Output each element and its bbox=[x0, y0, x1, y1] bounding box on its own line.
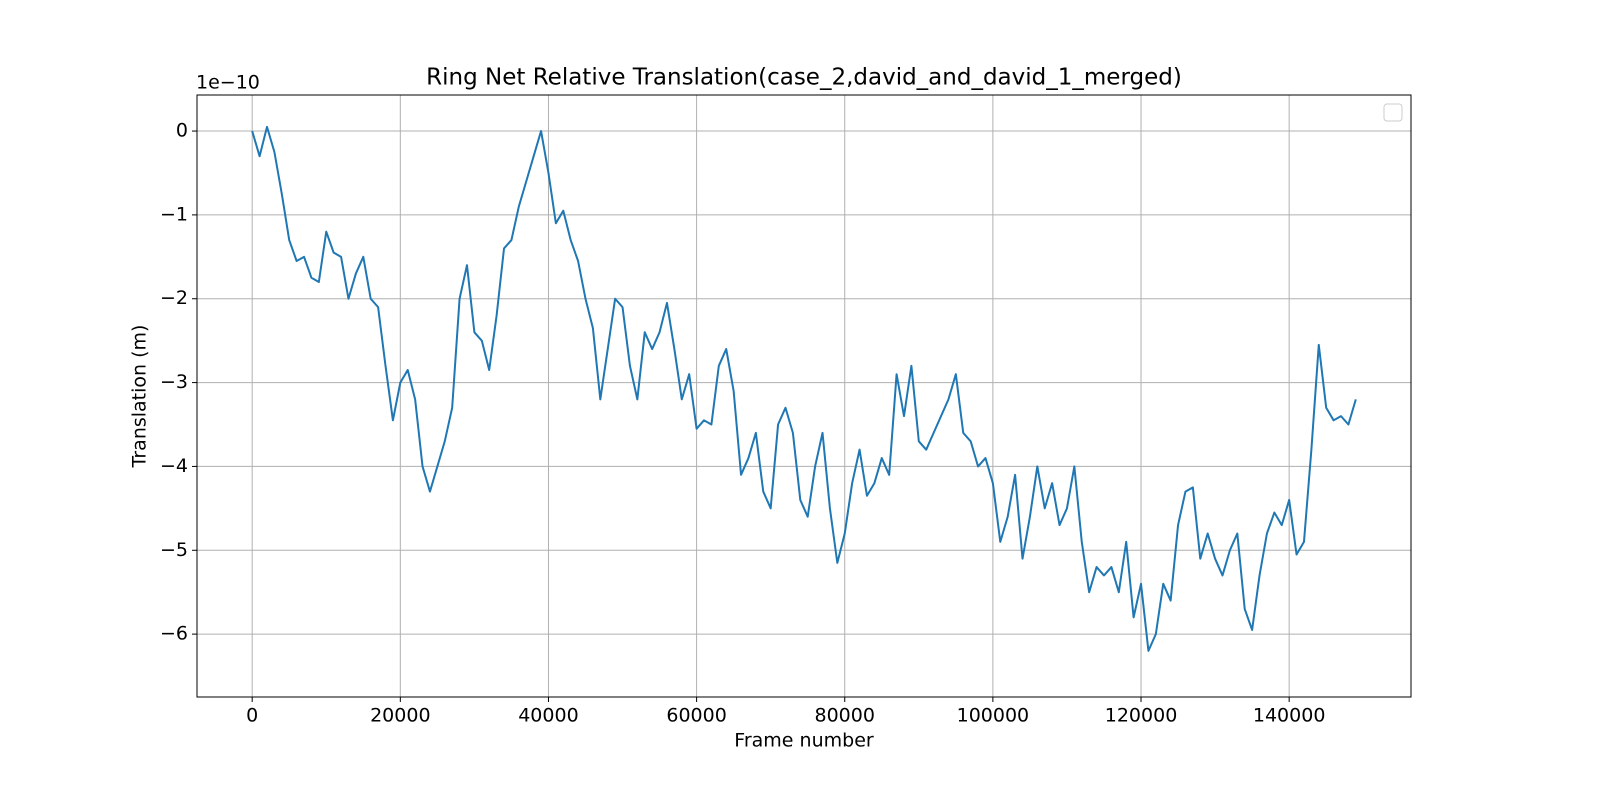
y-tick-label: −4 bbox=[160, 455, 188, 477]
data-line bbox=[251, 125, 1357, 652]
x-tick-label: 40000 bbox=[518, 705, 578, 727]
chart-title: Ring Net Relative Translation(case_2,dav… bbox=[426, 65, 1182, 91]
y-tick-label: −2 bbox=[160, 287, 188, 309]
x-tick-label: 20000 bbox=[370, 705, 430, 727]
y-tick-label: −3 bbox=[160, 371, 188, 393]
y-tick-label: −1 bbox=[160, 203, 188, 225]
y-tick-label: −6 bbox=[160, 623, 188, 645]
x-tick-label: 80000 bbox=[815, 705, 875, 727]
x-tick-label: 100000 bbox=[957, 705, 1030, 727]
plot-frame bbox=[196, 94, 1412, 698]
legend-box bbox=[1383, 103, 1403, 122]
x-tick-label: 60000 bbox=[666, 705, 726, 727]
y-offset-label: 1e−10 bbox=[196, 72, 260, 94]
x-axis-label: Frame number bbox=[734, 730, 874, 752]
x-tick-label: 140000 bbox=[1253, 705, 1326, 727]
x-tick-label: 120000 bbox=[1105, 705, 1178, 727]
y-tick-label: 0 bbox=[176, 120, 188, 142]
y-axis-label: Translation (m) bbox=[129, 325, 151, 469]
y-tick-label: −5 bbox=[160, 539, 188, 561]
x-tick-label: 0 bbox=[246, 705, 258, 727]
